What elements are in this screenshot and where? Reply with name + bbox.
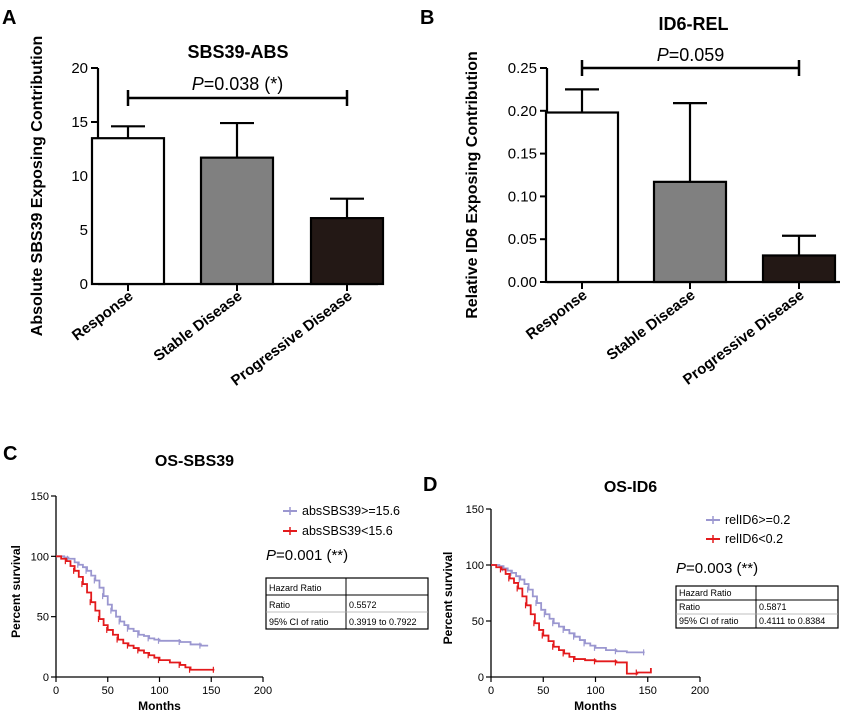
x-tick-label-response: Response — [69, 288, 136, 345]
y-tick-label: 150 — [466, 504, 484, 516]
p-value: =0.059 — [669, 45, 725, 65]
y-tick-label: 100 — [31, 551, 49, 563]
p-value-annotation: P=0.038 (*) — [192, 74, 284, 94]
x-tick-label: 0 — [488, 685, 494, 697]
y-tick-label: 0.15 — [508, 146, 537, 163]
bar-stable-disease — [652, 180, 728, 284]
y-tick-label: 50 — [472, 616, 484, 628]
y-tick-label: 0.05 — [508, 231, 537, 248]
p-value-annotation: P=0.003 (**) — [676, 560, 758, 577]
x-tick-label-stable-disease: Stable Disease — [151, 288, 246, 365]
bar-response — [544, 111, 620, 284]
y-axis-label: Percent survival — [9, 545, 23, 638]
y-tick-label: 0.10 — [508, 188, 537, 205]
p-label: P — [192, 74, 204, 94]
x-axis-label: Months — [574, 699, 617, 713]
legend-entry-relid6-0-2: relID6>=0.2 — [725, 513, 790, 527]
y-tick-label: 20 — [71, 60, 88, 77]
y-tick-label: 10 — [71, 168, 88, 185]
table-cell: Ratio — [679, 602, 700, 612]
p-value: =0.001 (**) — [276, 547, 348, 564]
p-value-annotation: P=0.001 (**) — [266, 547, 348, 564]
x-tick-label: 150 — [639, 685, 657, 697]
p-label: P — [676, 560, 686, 577]
table-cell: 0.3919 to 0.7922 — [349, 617, 417, 627]
x-tick-label: 150 — [202, 685, 220, 697]
hazard-ratio-table: Hazard Ratio Ratio 0.5572 95% CI of ratio 0.… — [265, 577, 429, 630]
p-label: P — [266, 547, 276, 564]
x-axis-label: Months — [138, 699, 181, 713]
x-tick-label-response: Response — [523, 287, 590, 344]
hazard-ratio-table: Hazard Ratio Ratio 0.5871 95% CI of ratio 0.… — [675, 585, 839, 629]
x-tick-label: 100 — [150, 685, 168, 697]
y-tick-label: 0 — [478, 672, 484, 684]
panel-letter-d: D — [423, 474, 437, 496]
bar-stable-disease — [199, 156, 275, 286]
x-tick-label-progressive-disease: Progressive Disease — [680, 287, 807, 389]
chart-title: OS-ID6 — [604, 479, 657, 496]
survival-curve-relid6-0-2 — [491, 564, 645, 654]
p-label: P — [657, 45, 669, 65]
y-tick-label: 100 — [466, 560, 484, 572]
survival-chart-c: OS-SBS39 0 50 100 150 0 50 100 150 200 Months Perce… — [9, 453, 429, 713]
y-tick-label: 50 — [37, 612, 49, 624]
y-tick-label: 0.25 — [508, 60, 537, 77]
table-cell: Ratio — [269, 600, 290, 610]
table-cell: 95% CI of ratio — [269, 617, 329, 627]
y-axis-label: Relative ID6 Exposing Contribution — [464, 51, 481, 319]
y-tick-label: 15 — [71, 114, 88, 131]
chart-title: OS-SBS39 — [155, 453, 234, 470]
table-cell: Hazard Ratio — [679, 588, 732, 598]
table-cell: 0.4111 to 0.8384 — [759, 616, 825, 626]
chart-title: ID6-REL — [658, 14, 728, 34]
p-value: =0.038 (*) — [204, 74, 284, 94]
bar-progressive-disease — [309, 217, 385, 286]
x-tick-label: 100 — [586, 685, 604, 697]
chart-title: SBS39-ABS — [187, 42, 288, 62]
survival-chart-d: OS-ID6 0 50 100 150 0 50 100 150 200 Months Percent… — [441, 479, 839, 713]
y-tick-label: 5 — [80, 222, 88, 239]
table-border — [265, 577, 429, 630]
p-value: =0.003 (**) — [686, 560, 758, 577]
x-tick-label: 50 — [537, 685, 549, 697]
legend-entry-relid6-0-2: relID6<0.2 — [725, 532, 783, 546]
y-axis-label: Percent survival — [441, 552, 455, 645]
table-cell: Hazard Ratio — [269, 583, 322, 593]
table-cell: 0.5572 — [349, 600, 377, 610]
y-axis-label: Absolute SBS39 Exposing Contribution — [29, 36, 46, 336]
y-tick-label: 0.00 — [508, 274, 537, 291]
bar-progressive-disease — [761, 254, 837, 284]
bar-chart-a: SBS39-ABS 0 5 10 15 20 Absolute SBS39 Exposing… — [29, 36, 385, 390]
legend-entry-abssbs39-15-6: absSBS39<15.6 — [302, 524, 393, 538]
x-tick-label: 200 — [254, 685, 272, 697]
survival-curve-relid6-0-2 — [491, 564, 652, 675]
y-tick-label: 0.20 — [508, 103, 537, 120]
y-tick-label: 0 — [43, 672, 49, 684]
bar-chart-b: ID6-REL 0.00 0.05 0.10 0.15 0.20 0.25 Relative … — [464, 14, 840, 389]
bar-response — [90, 137, 166, 286]
table-cell: 0.5871 — [759, 602, 787, 612]
x-tick-label-stable-disease: Stable Disease — [604, 287, 699, 364]
survival-curve-abssbs39-15-6 — [56, 555, 209, 647]
x-tick-label-progressive-disease: Progressive Disease — [228, 288, 355, 390]
y-tick-label: 150 — [31, 491, 49, 503]
x-tick-label: 200 — [691, 685, 709, 697]
y-tick-label: 0 — [80, 276, 88, 293]
panel-letter-a: A — [2, 7, 16, 29]
p-value-annotation: P=0.059 — [657, 45, 725, 65]
table-border — [675, 585, 839, 629]
table-cell: 95% CI of ratio — [679, 616, 739, 626]
legend-entry-abssbs39-15-6: absSBS39>=15.6 — [302, 504, 400, 518]
x-tick-label: 50 — [102, 685, 114, 697]
panel-letter-c: C — [3, 443, 17, 465]
panel-letter-b: B — [420, 7, 434, 29]
x-tick-label: 0 — [53, 685, 59, 697]
survival-curve-abssbs39-15-6 — [56, 555, 215, 671]
